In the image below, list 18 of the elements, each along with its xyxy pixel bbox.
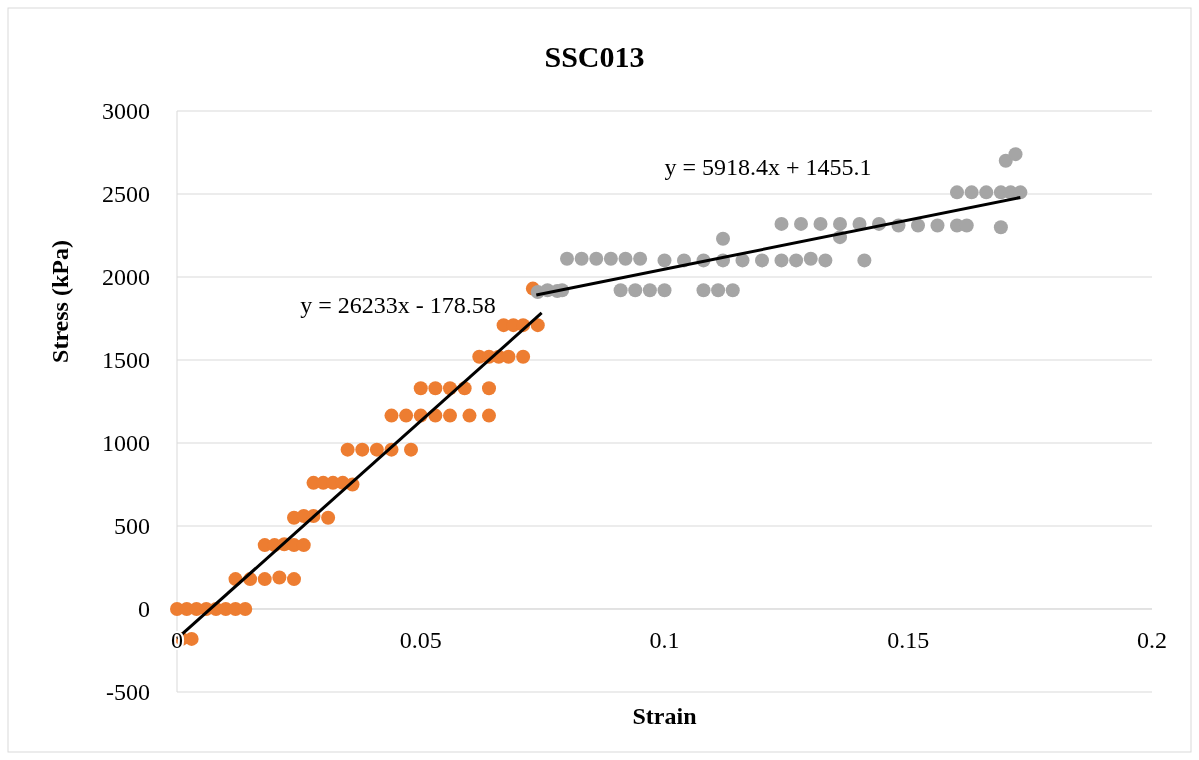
y-axis-title: Stress (kPa): [47, 240, 73, 363]
annotation: y = 5918.4x + 1455.1: [664, 154, 872, 181]
x-tick-label: 0.05: [399, 627, 442, 653]
y-tick-label: 3000: [102, 98, 150, 125]
y-tick-label: 500: [114, 513, 150, 540]
y-tick-label: -500: [106, 679, 150, 706]
y-tick-label: 1500: [102, 347, 150, 374]
x-tick-label: 0.2: [1137, 627, 1167, 653]
x-tick-label: 0.15: [887, 627, 930, 653]
y-tick-label: 2500: [102, 181, 150, 208]
y-tick-label: 1000: [102, 430, 150, 457]
annotation: y = 26233x - 178.58: [300, 292, 496, 319]
y-tick-label: 0: [138, 596, 150, 623]
x-tick-label: 0: [171, 627, 183, 653]
x-tick-label: 0.1: [649, 627, 680, 653]
x-axis-title: Strain: [632, 703, 697, 729]
chart-title: SSC013: [544, 40, 645, 73]
y-tick-label: 2000: [102, 264, 150, 291]
